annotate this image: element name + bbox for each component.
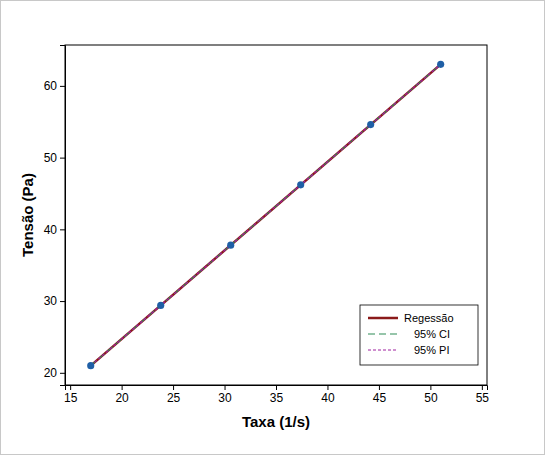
point xyxy=(227,242,234,249)
tick-label: 60 xyxy=(44,79,58,93)
tick: 55 xyxy=(476,385,490,405)
y-axis-title: Tensão (Pa) xyxy=(19,173,36,257)
tick-mark xyxy=(70,385,71,390)
tick: 30 xyxy=(44,294,65,308)
tick-label: 40 xyxy=(44,223,58,237)
tick-label: 30 xyxy=(218,391,232,405)
legend-box xyxy=(360,305,478,365)
legend-label: 95% PI xyxy=(414,344,449,356)
legend-label: 95% CI xyxy=(414,328,450,340)
tick-label: 50 xyxy=(44,151,58,165)
tick: 30 xyxy=(218,385,232,405)
tick: 40 xyxy=(44,223,65,237)
tick-label: 20 xyxy=(44,366,58,380)
x-axis: 15 20 25 30 35 40 45 50 55 xyxy=(64,385,489,405)
point xyxy=(297,181,304,188)
legend: Regessão 95% CI 95% PI xyxy=(360,305,478,365)
tick: 50 xyxy=(424,385,438,405)
chart: 15 20 25 30 35 40 45 50 55 20 30 40 50 60 Regessão 95% … xyxy=(0,0,545,455)
tick-label: 50 xyxy=(424,391,438,405)
x-axis-title: Taxa (1/s) xyxy=(242,413,310,430)
tick-mark xyxy=(430,385,431,390)
tick: 20 xyxy=(115,385,129,405)
tick: 35 xyxy=(270,385,284,405)
tick-mark xyxy=(60,229,65,230)
tick: 20 xyxy=(44,366,65,380)
tick-mark xyxy=(327,385,328,390)
tick: 15 xyxy=(64,385,78,405)
tick: 45 xyxy=(373,385,387,405)
tick: 50 xyxy=(44,151,65,165)
y-axis: 20 30 40 50 60 xyxy=(44,46,66,386)
tick-label: 55 xyxy=(476,391,490,405)
plot: 15 20 25 30 35 40 45 50 55 20 30 40 50 60 Regessão 95% … xyxy=(44,45,490,405)
tick: 40 xyxy=(321,385,335,405)
tick-label: 40 xyxy=(321,391,335,405)
tick-mark xyxy=(60,86,65,87)
legend-swatch xyxy=(368,333,398,334)
tick-mark xyxy=(173,385,174,390)
legend-swatch xyxy=(368,317,398,320)
tick-mark xyxy=(60,373,65,374)
tick-mark xyxy=(60,158,65,159)
legend-swatch xyxy=(368,349,398,350)
point xyxy=(87,362,94,369)
tick-mark xyxy=(60,301,65,302)
axis-line xyxy=(66,386,488,391)
tick: 25 xyxy=(167,385,181,405)
point xyxy=(367,121,374,128)
tick-mark xyxy=(482,385,483,390)
tick-mark xyxy=(225,385,226,390)
plot-area xyxy=(65,45,487,385)
tick-label: 20 xyxy=(115,391,129,405)
point xyxy=(437,61,444,68)
tick-mark xyxy=(276,385,277,390)
legend-label: Regessão xyxy=(404,312,454,324)
tick-label: 30 xyxy=(44,294,58,308)
background xyxy=(1,1,545,455)
tick-label: 25 xyxy=(167,391,181,405)
tick-label: 35 xyxy=(270,391,284,405)
tick-mark xyxy=(379,385,380,390)
point xyxy=(157,302,164,309)
tick-mark xyxy=(122,385,123,390)
tick-label: 45 xyxy=(373,391,387,405)
tick: 60 xyxy=(44,79,65,93)
tick-label: 15 xyxy=(64,391,78,405)
plot-frame xyxy=(65,45,487,385)
